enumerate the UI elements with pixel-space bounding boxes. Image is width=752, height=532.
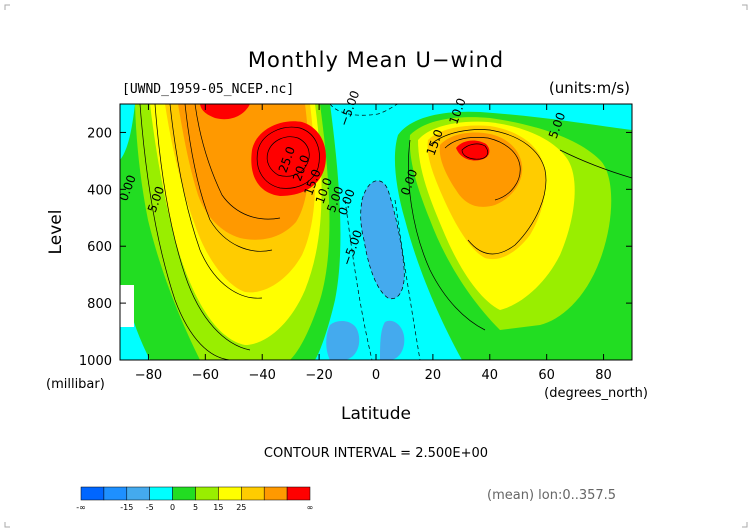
x-tick-label: −20 <box>305 368 332 383</box>
contour-labels: −5.00 10.0 5.0015.025.020.015.010.05.000.0… <box>116 89 568 268</box>
colorbar-label: 25 <box>236 503 246 512</box>
y-tick-label: 800 <box>87 297 112 312</box>
x-tick-label: −40 <box>249 368 276 383</box>
x-tick-label: −80 <box>135 368 162 383</box>
colorbar-swatch <box>103 486 128 501</box>
contour-fill <box>120 104 632 360</box>
y-tick-label: 400 <box>87 183 112 198</box>
colorbar-swatch <box>241 486 265 501</box>
colorbar-label: ∞ <box>307 503 314 512</box>
x-tick-label: 20 <box>425 368 442 383</box>
y-tick-label: 200 <box>87 126 112 141</box>
colorbar-label: 15 <box>213 503 223 512</box>
colorbar-label: 0 <box>170 503 175 512</box>
x-tick-label: 60 <box>538 368 555 383</box>
units-label: (units:m/s) <box>548 79 630 97</box>
colorbar-label: -∞ <box>76 503 86 512</box>
mean-info-text: (mean) lon:0..357.5 <box>487 488 617 503</box>
x-tick-label: 0 <box>372 368 380 383</box>
colorbar-label: -5 <box>146 503 154 512</box>
colorbar-label: 5 <box>193 503 198 512</box>
contour-interval-text: CONTOUR INTERVAL = 2.500E+00 <box>263 446 489 461</box>
colorbar-swatch <box>80 486 105 501</box>
x-tick-label: −60 <box>192 368 219 383</box>
colorbar-swatch <box>126 486 150 501</box>
colorbar-swatch <box>286 486 311 501</box>
axes: −80 −60 −40 −20 0 20 40 60 80 200 400 600 800 1000 <box>79 104 632 383</box>
chart-title: Monthly Mean U−wind <box>247 48 505 72</box>
colorbar: -∞ -15 -5 0 5 15 25 ∞ <box>76 486 314 512</box>
x-tick-label: 40 <box>482 368 499 383</box>
colorbar-swatch <box>195 486 219 501</box>
colorbar-label: -15 <box>120 503 133 512</box>
colorbar-swatch <box>172 486 196 501</box>
y-tick-label: 600 <box>87 240 112 255</box>
x-axis-label: Latitude <box>341 404 411 424</box>
y-tick-label: 1000 <box>79 354 112 369</box>
crop-marks <box>4 4 748 528</box>
y-axis-unit: (millibar) <box>46 377 105 392</box>
file-label: [UWND_1959-05_NCEP.nc] <box>122 82 295 97</box>
colorbar-swatch <box>149 486 173 501</box>
x-tick-label: 80 <box>595 368 612 383</box>
x-axis-unit: (degrees_north) <box>544 386 648 401</box>
colorbar-swatch <box>218 486 242 501</box>
colorbar-swatch <box>263 486 288 501</box>
